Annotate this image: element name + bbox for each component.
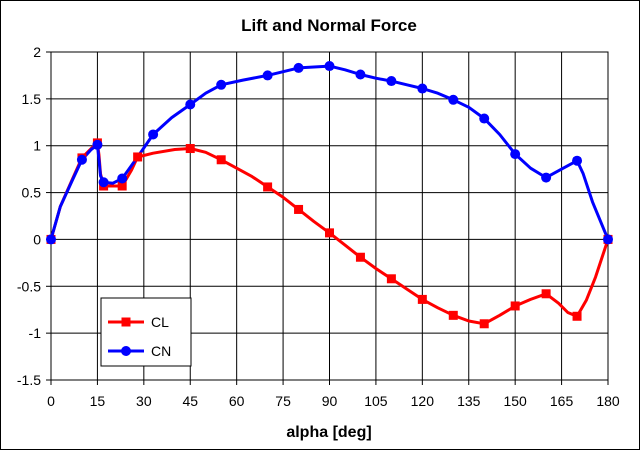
cl-point-17 <box>541 289 551 299</box>
y-tick-label-2: -0.5 <box>17 278 41 294</box>
cl-point-16 <box>510 301 520 311</box>
cn-point-16 <box>510 149 521 160</box>
x-axis-label: alpha [deg] <box>286 424 371 441</box>
x-tick-label-120: 120 <box>411 393 435 409</box>
cl-point-12 <box>386 274 396 284</box>
cl-point-9 <box>294 204 304 214</box>
cn-point-1 <box>76 154 87 165</box>
series-markers <box>46 61 613 329</box>
cn-point-3 <box>98 177 109 188</box>
y-axis-ticks: -1.5 -1 -0.5 0 0.5 1 1.5 2 <box>17 44 51 388</box>
cn-point-17 <box>541 172 552 183</box>
cn-point-4 <box>117 173 128 184</box>
cn-point-11 <box>355 69 366 80</box>
x-tick-label-45: 45 <box>182 393 198 409</box>
cl-point-5 <box>133 152 143 162</box>
cl-point-7 <box>216 155 226 165</box>
y-tick-label-4: 0.5 <box>22 185 42 201</box>
cn-point-0 <box>46 234 56 245</box>
legend-cl-marker <box>121 317 131 327</box>
cn-point-13 <box>417 83 428 94</box>
cn-point-7 <box>216 79 227 90</box>
y-tick-label-7: 2 <box>33 44 41 60</box>
legend-box <box>100 297 192 367</box>
y-tick-label-0: -1.5 <box>17 372 41 388</box>
cn-point-12 <box>386 76 397 87</box>
legend-cn-label: CN <box>151 343 171 359</box>
y-tick-label-3: 0 <box>33 231 41 247</box>
x-tick-label-75: 75 <box>275 393 291 409</box>
x-tick-label-165: 165 <box>550 393 574 409</box>
x-tick-label-0: 0 <box>47 393 55 409</box>
cl-point-11 <box>355 252 365 262</box>
cn-point-19 <box>603 234 613 245</box>
cl-point-10 <box>325 228 334 238</box>
cl-point-8 <box>263 182 273 192</box>
cn-point-9 <box>293 62 304 73</box>
chart-title: Lift and Normal Force <box>241 16 417 35</box>
cl-point-6 <box>185 144 195 154</box>
cn-point-5 <box>148 129 159 140</box>
y-tick-label-6: 1.5 <box>22 91 42 107</box>
x-tick-label-60: 60 <box>229 393 245 409</box>
y-tick-label-1: -1 <box>29 325 42 341</box>
cn-point-8 <box>262 70 273 81</box>
x-tick-label-90: 90 <box>322 393 338 409</box>
cn-point-2 <box>92 139 103 150</box>
cl-point-14 <box>448 310 458 320</box>
cl-point-18 <box>572 311 582 321</box>
cn-point-14 <box>448 94 459 105</box>
cn-point-6 <box>185 99 196 110</box>
legend-cn-marker <box>121 346 131 356</box>
x-tick-label-15: 15 <box>90 393 106 409</box>
x-tick-label-105: 105 <box>364 393 388 409</box>
cl-point-4 <box>117 181 127 191</box>
x-tick-label-180: 180 <box>596 393 620 409</box>
x-axis-ticks: 0 15 30 45 60 75 90 105 120 135 150 165 180 <box>47 380 620 409</box>
cn-point-18 <box>572 155 583 166</box>
x-tick-label-135: 135 <box>457 393 481 409</box>
x-tick-label-30: 30 <box>136 393 152 409</box>
cn-point-10 <box>324 61 335 72</box>
cl-point-15 <box>479 319 489 329</box>
y-tick-label-5: 1 <box>33 138 41 154</box>
legend-cl-label: CL <box>151 314 169 330</box>
legend: CL CN <box>100 297 192 367</box>
cl-point-13 <box>417 294 427 304</box>
x-tick-label-150: 150 <box>503 393 527 409</box>
cn-point-15 <box>479 113 490 124</box>
